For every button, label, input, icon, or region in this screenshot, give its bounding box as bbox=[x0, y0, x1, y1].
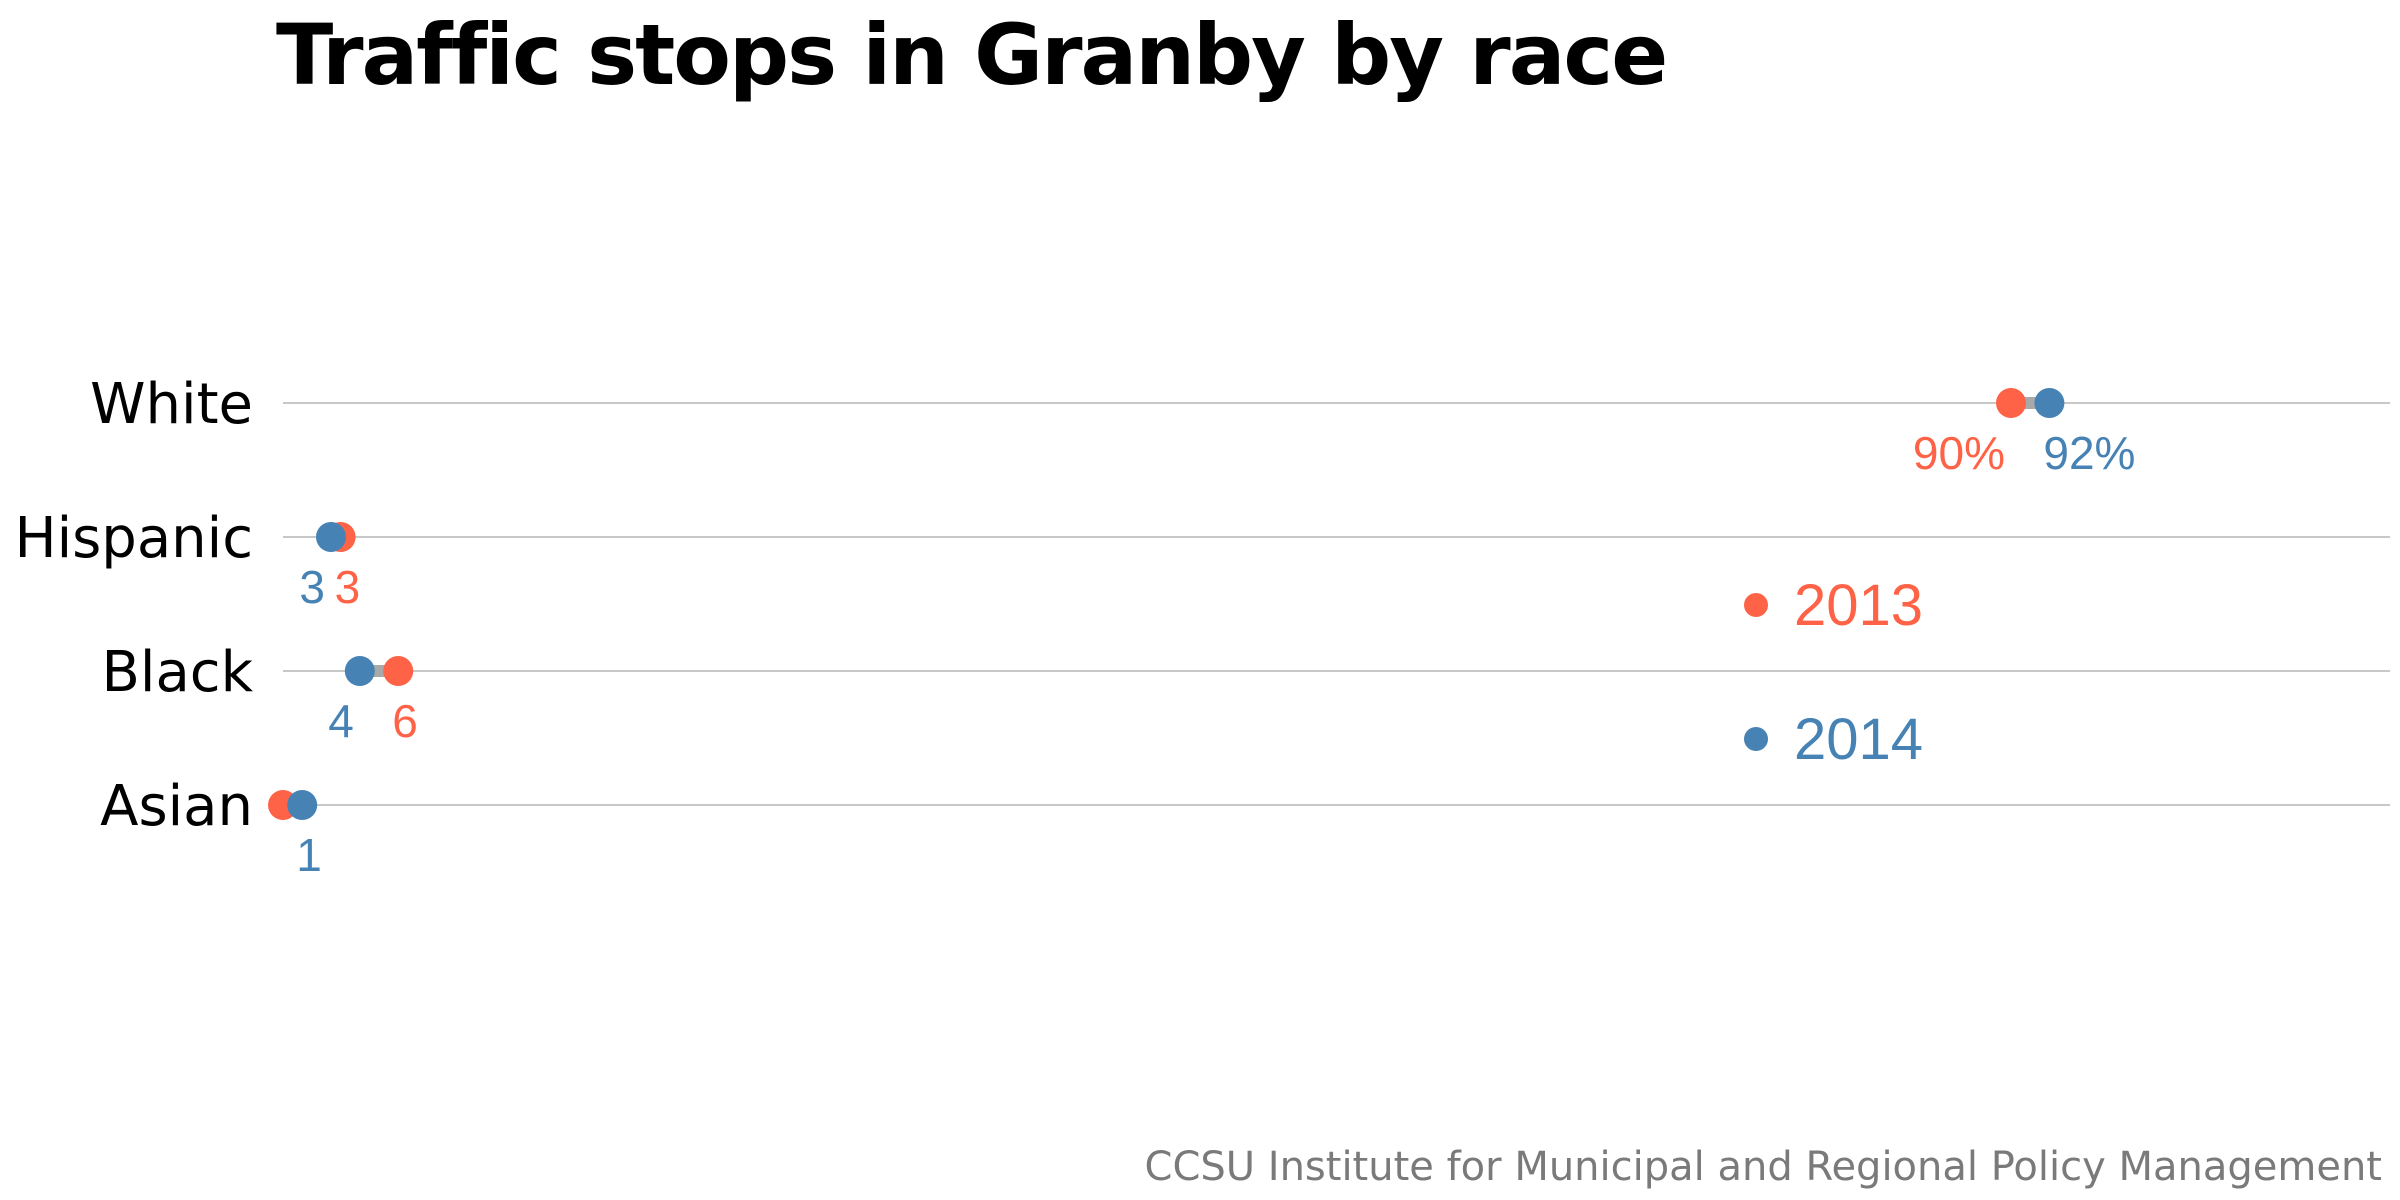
data-label-2013-hispanic: 3 bbox=[335, 561, 361, 613]
category-label-white: White bbox=[90, 372, 253, 437]
data-label-2014-black: 4 bbox=[328, 695, 354, 747]
data-label-2014-hispanic: 3 bbox=[299, 561, 325, 613]
data-label-2013-black: 6 bbox=[392, 695, 418, 747]
category-label-black: Black bbox=[101, 640, 253, 705]
data-label-2014-white: 92% bbox=[2043, 427, 2135, 479]
legend-label-2014: 2014 bbox=[1794, 707, 1923, 772]
point-2014-hispanic bbox=[316, 522, 346, 552]
point-2013-black bbox=[383, 656, 414, 686]
legend-marker-2014 bbox=[1744, 727, 1768, 751]
legend-marker-2013 bbox=[1744, 593, 1768, 617]
data-label-2014-asian: 1 bbox=[296, 829, 322, 881]
point-2013-white bbox=[1996, 388, 2026, 418]
category-label-asian: Asian bbox=[100, 774, 253, 839]
chart-title: Traffic stops in Granby by race bbox=[276, 6, 1668, 104]
point-2014-asian bbox=[287, 790, 318, 820]
category-label-hispanic: Hispanic bbox=[14, 506, 253, 571]
legend-label-2013: 2013 bbox=[1794, 573, 1923, 638]
point-2014-white bbox=[2034, 388, 2065, 418]
data-label-2013-white: 90% bbox=[1913, 427, 2005, 479]
source-note: CCSU Institute for Municipal and Regiona… bbox=[1144, 1144, 2382, 1190]
point-2014-black bbox=[344, 656, 375, 686]
